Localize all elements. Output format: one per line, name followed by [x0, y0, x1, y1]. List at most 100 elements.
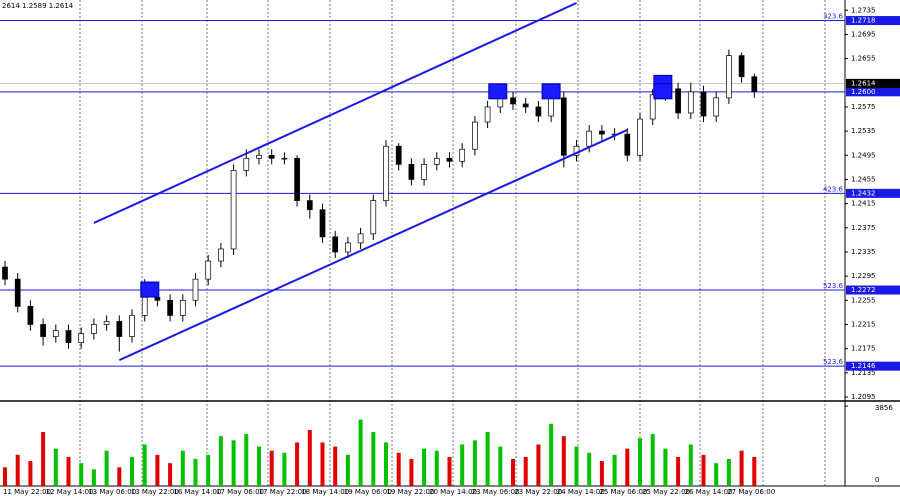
candle-body [243, 157, 250, 171]
candle-body [713, 97, 720, 117]
candle-body [78, 333, 85, 343]
signal-marker [653, 83, 673, 100]
candle-body [408, 164, 415, 180]
x-tick-label: 12 May 14:00 [46, 488, 94, 496]
current-price-box [846, 78, 900, 88]
candle-body [332, 236, 339, 253]
day-separators [79, 0, 826, 486]
volume-bar [320, 442, 325, 486]
volume-bar [638, 438, 642, 486]
y-tick-label: 1.2495 [851, 151, 876, 159]
candle-body [484, 106, 491, 123]
candle-body [167, 299, 173, 316]
volume-bar [650, 434, 655, 486]
signal-marker [140, 281, 160, 298]
y-tick-label: 1.2255 [851, 296, 876, 304]
candle-body [738, 55, 745, 78]
candle-body [230, 170, 237, 250]
volume-bar [193, 459, 198, 486]
volume-bar [53, 448, 58, 486]
candle-body [726, 55, 732, 99]
y-tick-label: 1.2375 [851, 224, 876, 232]
candle-body [357, 233, 364, 244]
y-tick-label: 1.2735 [851, 6, 876, 14]
volume-bar [358, 419, 363, 486]
volume-bar [447, 456, 452, 486]
volume-bar [269, 450, 274, 486]
volume-bar [91, 469, 96, 486]
candle-body [586, 130, 593, 147]
volume-bar [15, 454, 20, 486]
volume-bar [168, 463, 173, 486]
volume-bar [117, 467, 122, 486]
level-price: 1.2432 [851, 189, 876, 197]
level-box [846, 361, 900, 371]
candle-body [522, 103, 529, 108]
volume-bar [714, 463, 719, 486]
signal-marker [488, 83, 508, 100]
volume-bar [130, 456, 134, 486]
y-tick-label: 1.2655 [851, 55, 876, 63]
candle-body [345, 242, 351, 253]
y-tick-label: 1.2575 [851, 103, 876, 111]
candle-body [141, 296, 148, 316]
candle-body [649, 94, 656, 120]
volume-bar [409, 459, 414, 486]
volume-bar [28, 461, 33, 486]
candle-body [281, 157, 288, 160]
candle-body [510, 97, 516, 105]
candle-body [294, 157, 300, 201]
volume-bar [752, 456, 757, 486]
level-box [846, 188, 900, 198]
candle-body [535, 106, 542, 117]
x-tick-label: 17 May 22:00 [259, 488, 307, 496]
x-tick-label: 19 May 06:00 [344, 488, 392, 496]
candle-body [319, 209, 326, 238]
level-box [846, 16, 900, 26]
y-tick-label: 1.2095 [851, 393, 876, 401]
y-tick-label: 1.2215 [851, 320, 876, 328]
volume-bar [574, 446, 579, 486]
candle-body [218, 248, 224, 262]
x-tick-label: 27 May 06:00 [727, 488, 775, 496]
x-tick-label: 13 May 22:00 [131, 488, 179, 496]
volume-bar [549, 423, 554, 486]
header: 2614 1.2589 1.2614 [2, 2, 74, 10]
level-label: 423.6 [823, 185, 844, 193]
volume-bar [739, 450, 744, 486]
x-tick-label: 13 May 06:00 [88, 488, 136, 496]
volume-bar [688, 444, 693, 486]
volume-bar [726, 459, 731, 486]
volume-bar [434, 450, 439, 486]
y-tick-label: 1.2455 [851, 175, 876, 183]
candle-body [560, 97, 567, 156]
x-tick-label: 25 May 22:00 [642, 488, 690, 496]
candle-body [91, 324, 97, 334]
x-tick-label: 11 May 22:00 [3, 488, 51, 496]
x-tick-label: 24 May 14:00 [557, 488, 605, 496]
volume-bar [460, 444, 465, 486]
x-tick-label: 19 May 22:00 [386, 488, 434, 496]
volume-bar [206, 454, 211, 486]
volume-bar [295, 442, 300, 486]
volume-bar [155, 454, 160, 486]
level-label: 523.6 [823, 282, 844, 290]
candle-body [459, 148, 466, 162]
level-price: 1.2272 [851, 286, 876, 294]
channel-line [93, 2, 577, 224]
volume-bar [536, 444, 541, 486]
level-price: 1.2718 [851, 17, 876, 25]
candle-body [129, 315, 135, 337]
candle-body [446, 157, 453, 162]
volume-bar [244, 434, 249, 486]
candle-body [370, 200, 377, 235]
candle-body [205, 260, 212, 280]
volume-bar [371, 432, 376, 486]
volume-bar [612, 454, 617, 486]
candle-body [65, 330, 72, 343]
candle-body [751, 76, 758, 93]
volume-bar [79, 463, 84, 486]
volume-bar [472, 440, 477, 486]
candle-body [14, 278, 21, 307]
